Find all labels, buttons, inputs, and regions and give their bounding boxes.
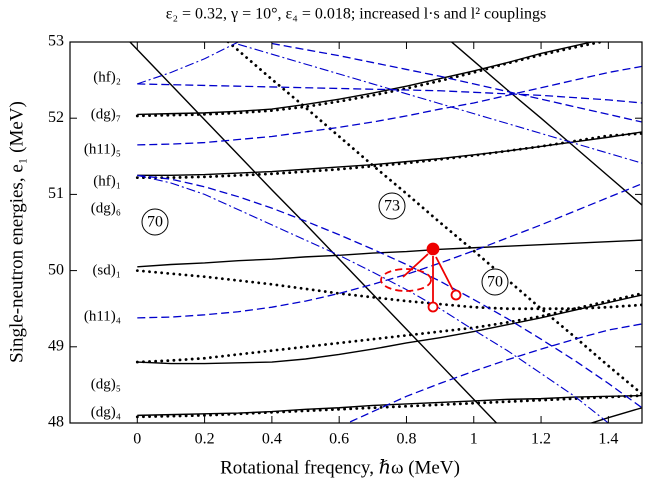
plot-frame: [69, 41, 643, 424]
x-tick-label: 1.2: [531, 431, 551, 448]
arrow: [435, 256, 454, 291]
markers: [380, 242, 462, 313]
curve: [135, 292, 642, 364]
curve: [129, 42, 498, 423]
shell-label: 70: [147, 214, 163, 231]
curve: [346, 323, 642, 423]
curve: [271, 42, 642, 123]
curve: [137, 83, 642, 104]
curve: [135, 132, 642, 180]
curve: [135, 42, 608, 118]
y-tick-label: 48: [48, 414, 64, 431]
x-tick-label: 0.4: [262, 431, 282, 448]
shell-label: 70: [487, 274, 503, 291]
y-tick-label: 52: [48, 109, 64, 126]
level-label: (hf)₂: [93, 69, 121, 85]
marker-open: [427, 301, 439, 313]
curve: [137, 131, 642, 177]
y-tick-label: 51: [48, 185, 64, 202]
curve: [135, 269, 642, 311]
level-label: (dg)₅: [91, 376, 121, 392]
level-label: (h11)₅: [84, 141, 121, 157]
y-axis-label: Single-neutron energies, e₁ (MeV): [6, 101, 27, 363]
curve: [137, 174, 642, 409]
curve: [137, 42, 239, 85]
level-label: (dg)₆: [91, 200, 121, 216]
y-tick-label: 49: [48, 337, 64, 354]
level-label: (dg)₇: [91, 106, 121, 122]
shell-label: 73: [384, 198, 400, 215]
level-label: (hf)₁: [93, 173, 121, 189]
x-tick-label: 0.6: [329, 431, 349, 448]
level-label: (dg)₄: [91, 404, 121, 420]
y-tick-label: 50: [48, 261, 64, 278]
curve: [137, 294, 642, 365]
curve: [137, 394, 642, 417]
x-axis-label: Rotational freqency, ℏω (MeV): [220, 457, 460, 478]
curve: [238, 43, 642, 164]
curve: [137, 174, 609, 423]
curve: [137, 183, 642, 319]
curve: [135, 394, 642, 419]
shell-circle: [141, 208, 169, 236]
x-tick-label: 1: [470, 431, 478, 448]
chart-title: ε₂ = 0.32, γ = 10°, ε₄ = 0.018; increase…: [166, 6, 547, 23]
shell-circle: [481, 268, 509, 296]
curve: [450, 42, 642, 206]
curve: [137, 42, 595, 116]
x-tick-label: 1.4: [598, 431, 618, 448]
curve: [226, 42, 642, 396]
marker-open: [450, 289, 462, 301]
curves: [129, 42, 642, 423]
x-tick-label: 0: [133, 431, 141, 448]
marker-filled: [426, 242, 440, 256]
x-tick-label: 0.2: [195, 431, 215, 448]
shell-circle: [378, 192, 406, 220]
level-label: (h11)₄: [84, 308, 121, 324]
marker-ellipse: [380, 268, 432, 292]
curve: [137, 239, 642, 268]
arrow: [402, 253, 429, 278]
level-label: (sd)₁: [92, 262, 121, 278]
x-tick-label: 0.8: [396, 431, 416, 448]
y-tick-label: 53: [48, 33, 64, 50]
curve: [137, 65, 642, 146]
